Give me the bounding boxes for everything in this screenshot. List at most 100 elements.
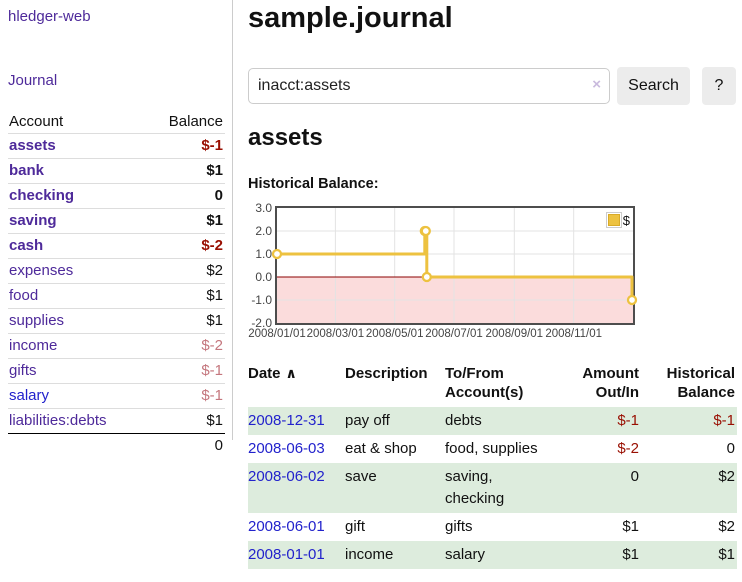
account-balance: $1 bbox=[206, 287, 223, 304]
account-link-checking[interactable]: checking bbox=[9, 187, 75, 204]
transaction-accounts: debts bbox=[445, 412, 482, 429]
x-axis-tick-label: 2008/09/01 bbox=[485, 328, 544, 340]
account-row: income $-2 bbox=[8, 333, 225, 359]
y-axis-tick-label: -1.0 bbox=[251, 293, 272, 307]
register-row: 2008-06-01 gift gifts $1 $2 bbox=[248, 513, 737, 541]
transaction-date-link[interactable]: 2008-01-01 bbox=[248, 546, 325, 563]
account-balance: $-1 bbox=[201, 362, 223, 379]
transaction-date-link[interactable]: 2008-06-01 bbox=[248, 518, 325, 535]
transaction-balance: $-1 bbox=[713, 412, 735, 429]
account-balance: $2 bbox=[206, 262, 223, 279]
account-balance: $1 bbox=[206, 412, 223, 429]
account-row: supplies $1 bbox=[8, 308, 225, 334]
sort-ascending-icon: ∧ bbox=[285, 365, 297, 381]
column-header-date[interactable]: Date ∧ bbox=[248, 365, 297, 382]
account-balance: $1 bbox=[206, 162, 223, 179]
transaction-accounts: salary bbox=[445, 546, 486, 563]
account-link-salary[interactable]: salary bbox=[9, 387, 50, 404]
legend-swatch-icon bbox=[605, 212, 622, 228]
account-row: checking 0 bbox=[8, 183, 225, 209]
main-content: sample.journal × Search ? assets Histori… bbox=[248, 0, 737, 582]
account-link-cash[interactable]: cash bbox=[9, 237, 44, 254]
account-balance: $-1 bbox=[201, 387, 223, 404]
register-header-row: Date ∧ Description To/From Account(s) Amo… bbox=[248, 360, 737, 407]
account-link-income[interactable]: income bbox=[9, 337, 58, 354]
legend-label: $ bbox=[622, 212, 630, 228]
account-row: salary $-1 bbox=[8, 383, 225, 409]
account-link-bank[interactable]: bank bbox=[9, 162, 45, 179]
column-header-description: Description bbox=[345, 365, 428, 382]
y-axis-tick-label: 1.0 bbox=[255, 247, 272, 261]
account-column-header: Account bbox=[9, 113, 64, 130]
account-link-supplies[interactable]: supplies bbox=[9, 312, 65, 329]
account-link-expenses[interactable]: expenses bbox=[9, 262, 74, 279]
account-link-food[interactable]: food bbox=[9, 287, 39, 304]
column-header-balance: Historical Balance bbox=[666, 365, 735, 401]
chart-plot-area[interactable]: $ bbox=[271, 206, 638, 325]
x-axis-tick-label: 2008/11/01 bbox=[545, 328, 603, 340]
account-row: saving $1 bbox=[8, 208, 225, 234]
transaction-balance: 0 bbox=[726, 440, 735, 457]
transaction-balance: $2 bbox=[718, 518, 735, 535]
register-table: Date ∧ Description To/From Account(s) Amo… bbox=[248, 360, 737, 569]
y-axis-tick-label: 3.0 bbox=[255, 201, 272, 215]
account-balance: $-2 bbox=[201, 337, 223, 354]
transaction-amount: $1 bbox=[622, 546, 639, 563]
account-row: food $1 bbox=[8, 283, 225, 309]
app-brand-link[interactable]: hledger-web bbox=[8, 8, 91, 25]
accounts-total-balance: 0 bbox=[214, 437, 223, 454]
x-axis-tick-label: 2008/05/01 bbox=[365, 328, 424, 340]
transaction-description: eat & shop bbox=[345, 440, 417, 457]
transaction-accounts: saving, checking bbox=[445, 468, 505, 507]
search-button[interactable]: Search bbox=[617, 67, 690, 105]
accounts-table-header: Account Balance bbox=[8, 110, 225, 134]
sidebar-divider bbox=[232, 0, 233, 440]
account-link-saving[interactable]: saving bbox=[9, 212, 57, 229]
column-header-amount: Amount Out/In bbox=[582, 365, 639, 401]
account-row: cash $-2 bbox=[8, 233, 225, 259]
transaction-description: gift bbox=[345, 518, 366, 535]
search-form: × Search ? bbox=[248, 67, 737, 105]
journal-link[interactable]: Journal bbox=[8, 72, 58, 89]
transaction-accounts: gifts bbox=[445, 518, 473, 535]
transaction-amount: $1 bbox=[622, 518, 639, 535]
accounts-total-row: 0 bbox=[8, 433, 225, 459]
account-row: expenses $2 bbox=[8, 258, 225, 284]
register-row: 2008-06-02 save saving, checking 0 $2 bbox=[248, 463, 737, 513]
column-header-accounts: To/From Account(s) bbox=[445, 365, 524, 401]
account-balance: $1 bbox=[206, 212, 223, 229]
transaction-balance: $2 bbox=[718, 468, 735, 485]
transaction-amount: 0 bbox=[630, 468, 639, 485]
account-balance: $-2 bbox=[201, 237, 223, 254]
historical-balance-chart: 3.0 2.0 1.0 0.0 -1.0 -2.0 $ 2008/01/01 2008/03… bbox=[248, 200, 737, 342]
help-button[interactable]: ? bbox=[702, 67, 736, 105]
account-page-title: assets bbox=[248, 124, 323, 151]
sidebar: hledger-web Journal Account Balance asse… bbox=[8, 8, 225, 458]
account-row: gifts $-1 bbox=[8, 358, 225, 384]
account-balance: $1 bbox=[206, 312, 223, 329]
chart-legend: $ bbox=[604, 211, 631, 229]
account-row: liabilities:debts $1 bbox=[8, 408, 225, 434]
account-balance: 0 bbox=[214, 187, 223, 204]
clear-search-icon[interactable]: × bbox=[592, 76, 601, 93]
search-input[interactable] bbox=[248, 68, 610, 104]
y-axis-tick-label: -2.0 bbox=[251, 316, 272, 330]
account-row: assets $-1 bbox=[8, 133, 225, 159]
page-title: sample.journal bbox=[248, 2, 453, 34]
register-row: 2008-01-01 income salary $1 $1 bbox=[248, 541, 737, 569]
transaction-description: pay off bbox=[345, 412, 390, 429]
register-row: 2008-12-31 pay off debts $-1 $-1 bbox=[248, 407, 737, 435]
transaction-date-link[interactable]: 2008-12-31 bbox=[248, 412, 325, 429]
register-row: 2008-06-03 eat & shop food, supplies $-2… bbox=[248, 435, 737, 463]
account-link-gifts[interactable]: gifts bbox=[9, 362, 37, 379]
account-link-assets[interactable]: assets bbox=[9, 137, 56, 154]
transaction-date-link[interactable]: 2008-06-03 bbox=[248, 440, 325, 457]
accounts-table: Account Balance assets $-1 bank $1 check… bbox=[8, 110, 225, 458]
account-link-liabilities-debts[interactable]: liabilities:debts bbox=[9, 412, 107, 429]
account-row: bank $1 bbox=[8, 158, 225, 184]
transaction-amount: $-1 bbox=[617, 412, 639, 429]
transaction-date-link[interactable]: 2008-06-02 bbox=[248, 468, 325, 485]
x-axis-tick-label: 2008/01/01 bbox=[248, 328, 306, 340]
y-axis-tick-label: 0.0 bbox=[255, 270, 272, 284]
account-balance: $-1 bbox=[201, 137, 223, 154]
